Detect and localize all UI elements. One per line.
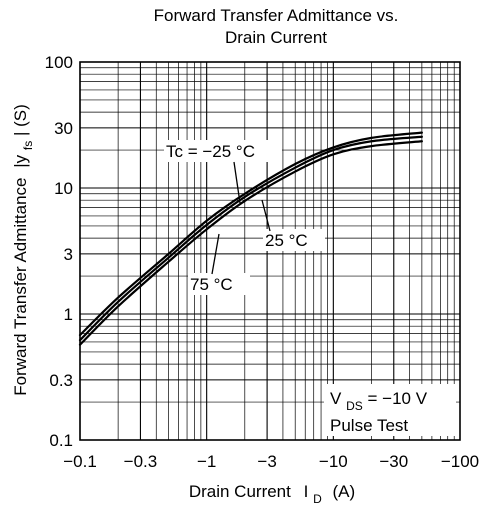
curve-label-3: 75 °C xyxy=(190,275,233,294)
x-axis-label-symbol: I xyxy=(304,482,309,501)
series-line-3 xyxy=(78,140,423,346)
grid-major xyxy=(79,62,460,441)
chart-title-line-1: Forward Transfer Admittance vs. xyxy=(154,6,399,25)
x-tick-label: −10 xyxy=(319,452,348,471)
x-tick-label: −100 xyxy=(441,452,479,471)
y-tick-label: 1 xyxy=(64,305,73,324)
test-condition-subscript: DS xyxy=(346,399,363,413)
curve-label-3-bg xyxy=(188,273,250,295)
curve-label-2: 25 °C xyxy=(265,231,308,250)
y-tick-label: 30 xyxy=(54,119,73,138)
curve-label-2-leader xyxy=(261,199,271,232)
data-curves xyxy=(78,131,423,346)
curve-label-1-bg xyxy=(164,140,282,162)
test-condition-value: = −10 V xyxy=(367,389,427,408)
x-axis-label-text: Drain Current xyxy=(189,482,291,501)
curve-label-1-leader xyxy=(233,161,241,204)
test-condition-vds: V DS = −10 V xyxy=(330,389,428,414)
y-axis-label-text: Forward Transfer Admittance xyxy=(11,178,30,396)
chart-title-line-2: Drain Current xyxy=(225,28,327,47)
test-condition-box xyxy=(324,384,456,436)
curve-label-3-leader xyxy=(211,233,220,275)
x-axis-label-subscript: D xyxy=(313,492,322,506)
x-tick-labels: −0.1 −0.3 −1 −3 −10 −30 −100 xyxy=(63,452,479,471)
y-tick-labels: 0.1 0.3 1 3 10 30 100 xyxy=(45,53,73,450)
y-tick-label: 100 xyxy=(45,53,73,72)
x-tick-label: −3 xyxy=(257,452,276,471)
series-line-2 xyxy=(78,135,423,342)
y-tick-label: 0.1 xyxy=(49,431,73,450)
x-tick-label: −30 xyxy=(379,452,408,471)
y-tick-label: 0.3 xyxy=(49,371,73,390)
x-tick-label: −1 xyxy=(197,452,216,471)
curve-label-2-bg xyxy=(263,229,325,251)
y-axis-label-unit: | (S) xyxy=(11,104,30,136)
test-condition-pulse: Pulse Test xyxy=(330,416,408,435)
series-line-1 xyxy=(78,131,423,337)
y-axis-label: Forward Transfer Admittance |y fs | (S) xyxy=(11,104,36,396)
y-tick-label: 10 xyxy=(54,179,73,198)
y-tick-label: 3 xyxy=(64,245,73,264)
x-tick-label: −0.1 xyxy=(63,452,97,471)
x-axis-label: Drain Current I D (A) xyxy=(189,482,355,507)
x-axis-label-unit: (A) xyxy=(332,482,355,501)
plot-frame xyxy=(79,61,461,441)
y-axis-label-subscript: fs xyxy=(21,141,35,150)
y-axis-label-symbol: |y xyxy=(11,154,30,167)
test-condition-symbol: V xyxy=(330,389,342,408)
curve-label-1: Tc = −25 °C xyxy=(166,142,255,161)
x-tick-label: −0.3 xyxy=(124,452,158,471)
